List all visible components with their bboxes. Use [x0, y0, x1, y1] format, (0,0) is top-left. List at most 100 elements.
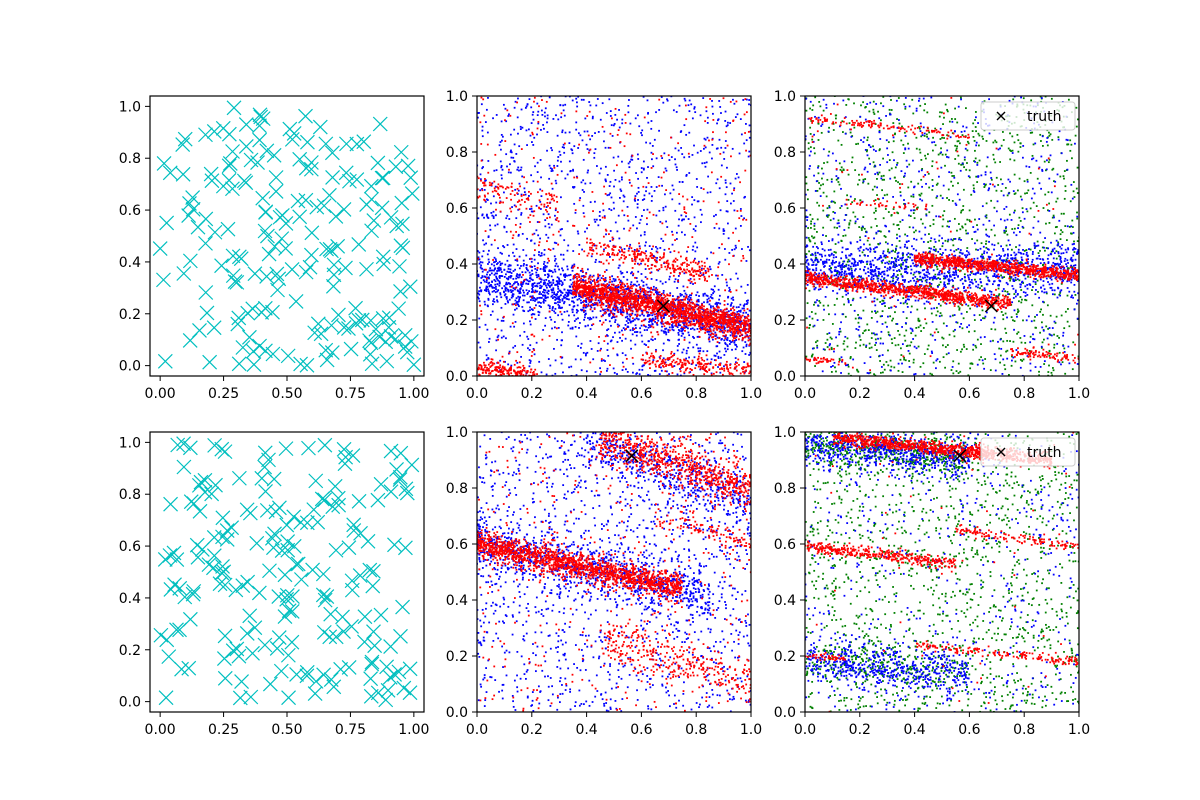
scatter-point	[556, 159, 559, 162]
scatter-point	[706, 311, 709, 314]
scatter-point	[688, 304, 691, 307]
scatter-point	[553, 255, 556, 258]
scatter-point	[539, 237, 542, 240]
scatter-point	[720, 313, 723, 316]
scatter-point	[732, 299, 735, 301]
scatter-point	[578, 199, 581, 202]
scatter-point	[652, 153, 654, 155]
scatter-point	[673, 305, 676, 308]
scatter-point	[245, 301, 261, 317]
scatter-point	[692, 302, 695, 304]
scatter-point	[587, 289, 590, 291]
scatter-point	[604, 146, 607, 149]
scatter-point	[670, 96, 673, 98]
scatter-point	[512, 287, 515, 290]
scatter-point	[665, 169, 668, 172]
scatter-point	[735, 306, 738, 309]
scatter-point	[351, 237, 367, 252]
scatter-point	[635, 334, 638, 337]
scatter-point	[696, 151, 699, 154]
scatter-point	[611, 300, 613, 303]
scatter-point	[510, 296, 513, 299]
scatter-point	[589, 182, 592, 185]
scatter-point	[734, 348, 737, 351]
scatter-point	[375, 170, 391, 186]
scatter-point	[731, 318, 734, 321]
scatter-point	[667, 338, 669, 341]
scatter-point	[565, 291, 568, 294]
scatter-point	[632, 274, 634, 277]
scatter-point	[709, 309, 712, 312]
scatter-point	[664, 304, 667, 307]
scatter-point	[735, 100, 738, 103]
scatter-point	[156, 272, 171, 288]
scatter-point	[548, 226, 551, 229]
scatter-point	[517, 234, 520, 237]
scatter-point	[596, 290, 598, 293]
scatter-point	[615, 315, 618, 318]
scatter-point	[727, 325, 729, 327]
scatter-point	[746, 322, 748, 325]
scatter-point	[701, 310, 704, 313]
scatter-point	[478, 262, 481, 265]
scatter-point	[657, 319, 660, 322]
scatter-point	[543, 260, 546, 263]
scatter-point	[575, 280, 578, 283]
scatter-point	[539, 281, 542, 283]
scatter-point	[632, 329, 634, 331]
scatter-point	[339, 136, 354, 152]
scatter-point	[157, 353, 173, 369]
scatter-point	[520, 283, 523, 285]
scatter-point	[679, 314, 681, 317]
scatter-point	[650, 186, 653, 188]
scatter-point	[643, 298, 645, 301]
scatter-point	[531, 210, 534, 213]
scatter-point	[516, 116, 519, 119]
scatter-point	[516, 273, 519, 276]
scatter-point	[739, 331, 742, 334]
scatter-point	[613, 122, 616, 125]
scatter-point	[689, 277, 692, 280]
scatter-point	[739, 208, 742, 210]
scatter-point	[726, 323, 729, 326]
scatter-point	[728, 252, 731, 254]
scatter-point	[632, 283, 635, 286]
scatter-point	[542, 282, 545, 284]
scatter-point	[537, 301, 540, 304]
scatter-point	[478, 300, 481, 303]
scatter-point	[592, 290, 595, 293]
scatter-point	[621, 329, 623, 332]
scatter-point	[487, 357, 490, 360]
scatter-point	[725, 210, 728, 213]
scatter-point	[566, 289, 569, 292]
scatter-point	[520, 166, 523, 169]
scatter-point	[696, 314, 699, 317]
scatter-point	[683, 206, 686, 209]
scatter-point	[546, 291, 549, 294]
scatter-point	[579, 285, 582, 288]
scatter-point	[743, 326, 745, 329]
scatter-point	[560, 339, 563, 342]
scatter-point	[634, 301, 637, 303]
scatter-point	[561, 267, 563, 270]
scatter-point	[499, 141, 502, 143]
scatter-point	[571, 300, 573, 303]
scatter-point	[721, 243, 723, 246]
scatter-point	[730, 155, 732, 158]
scatter-point	[692, 317, 695, 320]
scatter-point	[632, 362, 635, 365]
scatter-point	[677, 224, 680, 227]
scatter-point	[744, 328, 747, 331]
scatter-point	[531, 287, 534, 290]
scatter-point	[557, 243, 560, 246]
scatter-point	[542, 268, 545, 271]
scatter-point	[706, 313, 709, 316]
scatter-point	[649, 307, 652, 309]
scatter-point	[669, 318, 672, 321]
scatter-point	[546, 117, 549, 120]
scatter-point	[703, 313, 706, 316]
scatter-point	[536, 297, 539, 299]
scatter-point	[658, 184, 661, 187]
scatter-point	[705, 317, 708, 320]
scatter-point	[602, 283, 605, 286]
